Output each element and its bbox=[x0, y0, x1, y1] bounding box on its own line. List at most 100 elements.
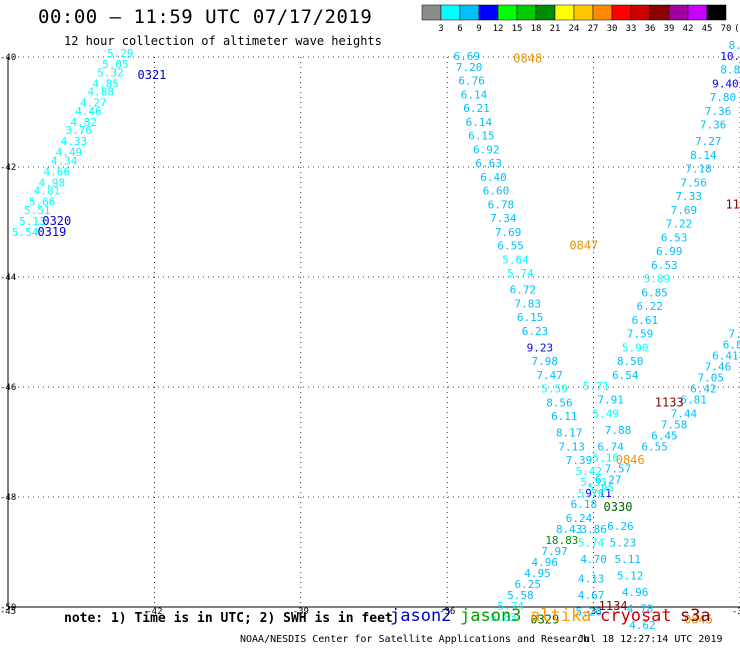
wave-height-point: 4.34 bbox=[51, 154, 78, 167]
wave-height-point: 7. bbox=[728, 328, 740, 341]
wave-height-point: 6.74 bbox=[597, 440, 624, 453]
y-tick-label: -42 bbox=[0, 163, 16, 173]
pass-time-label: 1134 bbox=[599, 599, 628, 613]
pass-time-label: 0846 bbox=[616, 453, 645, 467]
wave-height-point: 6.55 bbox=[497, 240, 524, 253]
scale-label: 33 bbox=[626, 24, 637, 34]
wave-height-point: 5.12 bbox=[617, 570, 644, 583]
wave-height-point: 5.05 bbox=[102, 58, 129, 71]
wave-height-point: 4.95 bbox=[524, 567, 551, 580]
legend-jason2: jason2 bbox=[390, 606, 452, 626]
wave-height-point: 8.43 bbox=[556, 523, 583, 536]
scale-swatch bbox=[478, 4, 499, 21]
scale-swatch bbox=[592, 4, 613, 21]
wave-height-point: 4.88 bbox=[87, 86, 114, 99]
wave-height-point: 6.14 bbox=[461, 88, 488, 101]
wave-height-point: 9.11 bbox=[585, 487, 612, 500]
scale-swatch bbox=[516, 4, 537, 21]
wave-height-point: 6.78 bbox=[488, 198, 515, 211]
wave-height-point: 4.62 bbox=[629, 619, 656, 632]
wave-height-point: 6.45 bbox=[651, 429, 678, 442]
wave-height-point: 5.29 bbox=[107, 47, 134, 60]
wave-height-point: 5.16 bbox=[593, 451, 620, 464]
pass-time-label: 0329 bbox=[530, 613, 559, 627]
chart-subtitle: 12 hour collection of altimeter wave hei… bbox=[64, 34, 382, 48]
wave-height-point: 7.98 bbox=[532, 355, 559, 368]
wave-height-point: 7.69 bbox=[495, 226, 522, 239]
scale-swatch bbox=[440, 4, 461, 21]
wave-height-point: 8.8 bbox=[720, 64, 740, 77]
pass-time-label: 0848 bbox=[513, 52, 542, 66]
wave-height-point: 6.24 bbox=[566, 512, 593, 525]
scale-swatch bbox=[554, 4, 575, 21]
scale-label: 45 bbox=[702, 24, 713, 34]
wave-height-point: 4.96 bbox=[622, 586, 649, 599]
wave-height-point: 6.92 bbox=[473, 143, 500, 156]
x-tick-label: -30 bbox=[732, 607, 740, 617]
wave-height-point: 5.13 bbox=[19, 215, 46, 228]
scale-swatch bbox=[421, 4, 442, 21]
scale-swatch bbox=[668, 4, 689, 21]
x-tick-label: -36 bbox=[439, 607, 455, 617]
wave-height-point: 7.34 bbox=[490, 212, 517, 225]
wave-height-point: 6.15 bbox=[517, 311, 544, 324]
wave-height-point: 6.53 bbox=[651, 259, 678, 272]
scale-label: 27 bbox=[588, 24, 599, 34]
wave-height-point: 3.76 bbox=[66, 124, 93, 137]
wave-height-point: 6.69 bbox=[453, 50, 480, 63]
pass-time-label: 0320 bbox=[42, 214, 71, 228]
wave-height-point: 6.55 bbox=[641, 440, 668, 453]
wave-height-point: 6.40 bbox=[480, 171, 507, 184]
wave-height-point: 4.70 bbox=[580, 553, 607, 566]
scale-label: 30 bbox=[607, 24, 618, 34]
wave-height-point: 6.61 bbox=[632, 314, 659, 327]
wave-height-point: 7.56 bbox=[680, 176, 707, 189]
wave-height-point: 6.23 bbox=[522, 325, 549, 338]
pass-time-label: 11 bbox=[725, 197, 739, 211]
wave-height-point: 5.23 bbox=[610, 537, 637, 550]
wave-height-point: 6.63 bbox=[475, 157, 502, 170]
wave-height-point: 4.98 bbox=[39, 176, 66, 189]
wave-height-point: 5.83 bbox=[490, 611, 517, 624]
wave-height-point: 6.85 bbox=[641, 286, 668, 299]
wave-height-values: 5.295.055.324.854.884.274.464.823.764.33… bbox=[12, 39, 740, 632]
wave-height-point: 6.72 bbox=[510, 284, 537, 297]
wave-height-point: 9.40 bbox=[712, 77, 739, 90]
wave-height-point: 6.14 bbox=[466, 116, 493, 129]
wave-height-point: 8.14 bbox=[690, 149, 717, 162]
scale-label: 18 bbox=[531, 24, 542, 34]
wave-height-point: 4.49 bbox=[56, 146, 83, 159]
wave-height-point: 7.83 bbox=[514, 297, 541, 310]
wave-height-point: 10. bbox=[720, 50, 740, 63]
wave-height-point: 7.39 bbox=[566, 454, 593, 467]
scale-label: 70 bbox=[721, 24, 732, 34]
wave-height-point: 7.57 bbox=[605, 462, 632, 475]
x-tick-label: -39 bbox=[293, 607, 309, 617]
wave-height-point: 7.36 bbox=[700, 119, 727, 132]
wave-height-point: 5.51 bbox=[24, 204, 51, 217]
scale-swatch bbox=[649, 4, 670, 21]
wave-height-point: 6.41 bbox=[712, 350, 739, 363]
credit-line: NOAA/NESDIS Center for Satellite Applica… bbox=[240, 634, 590, 645]
wave-height-point: 5.54 bbox=[12, 226, 39, 239]
wave-height-point: 9.23 bbox=[527, 341, 554, 354]
footer-note: note: 1) Time is in UTC; 2) SWH is in fe… bbox=[64, 611, 393, 626]
wave-height-point: 4.82 bbox=[70, 116, 97, 129]
wave-height-point: 6.11 bbox=[551, 410, 578, 423]
wave-height-point: 7.91 bbox=[597, 394, 624, 407]
wave-height-point: 4.46 bbox=[75, 105, 102, 118]
wave-height-point: 4.78 bbox=[627, 603, 654, 616]
wave-height-point: 5.26 bbox=[575, 605, 602, 618]
wave-height-point: 5.95 bbox=[588, 482, 615, 495]
scale-label: 9 bbox=[476, 24, 481, 34]
wave-height-point: 7.88 bbox=[605, 424, 632, 437]
scale-label: 12 bbox=[493, 24, 504, 34]
pass-time-label: 0319 bbox=[37, 225, 66, 239]
wave-height-point: 7.58 bbox=[661, 418, 688, 431]
scale-label: 36 bbox=[645, 24, 656, 34]
scale-swatch bbox=[687, 4, 708, 21]
legend-cryosat: cryosat bbox=[600, 606, 672, 626]
